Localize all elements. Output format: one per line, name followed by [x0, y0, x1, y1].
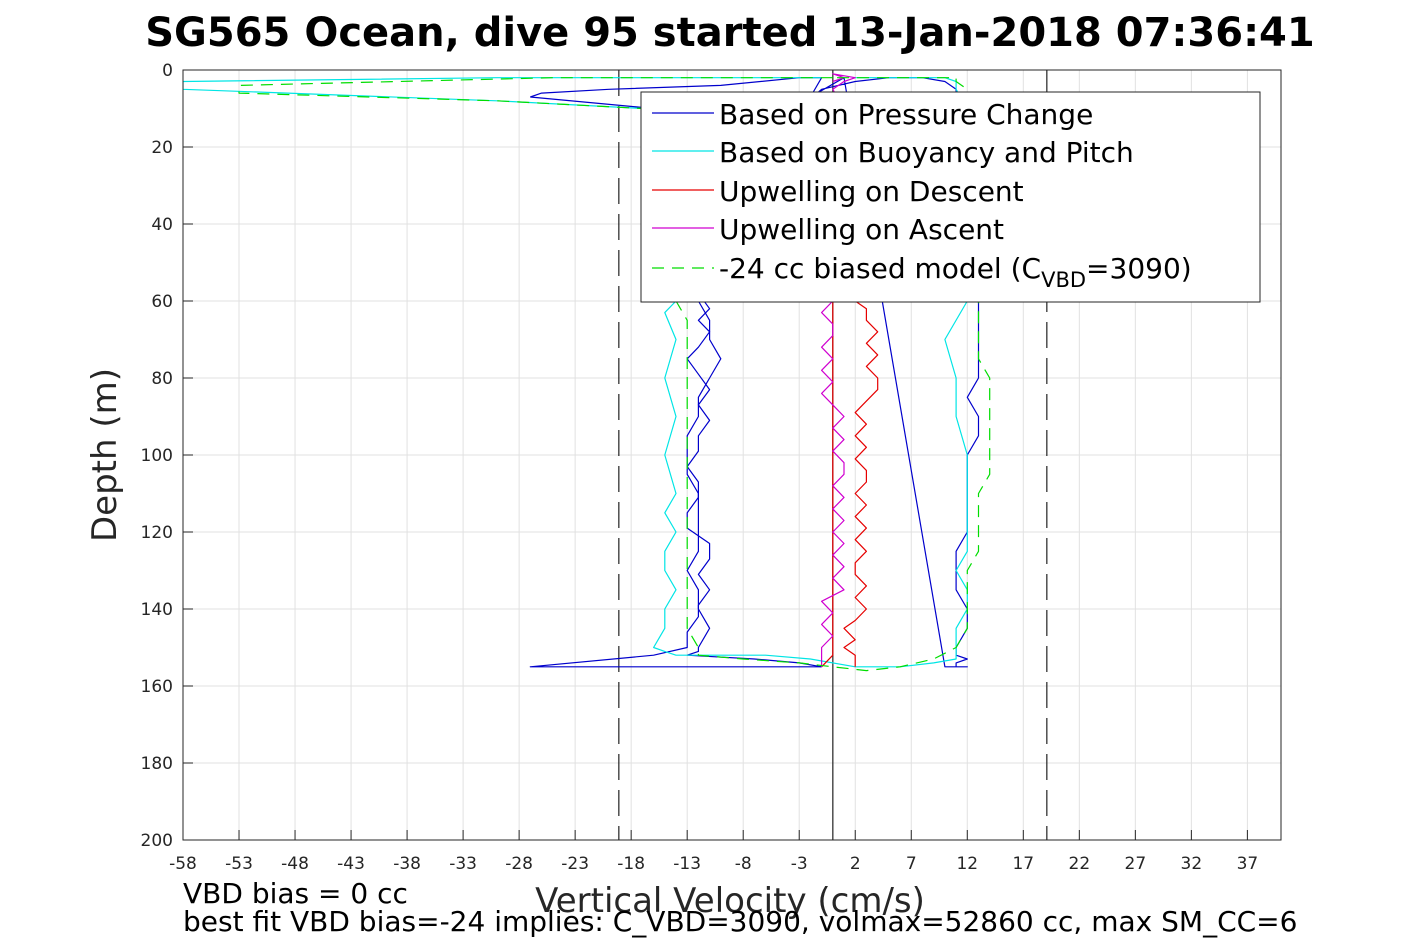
legend: Based on Pressure Change Based on Buoyan…	[640, 91, 1261, 303]
y-tick-label: 180	[141, 754, 173, 774]
y-axis-ticks: 0 20 40 60 80 100 120 140 160 180 200	[141, 61, 193, 851]
x-tick-label: -13	[673, 854, 701, 874]
x-axis-label: Vertical Velocity (cm/s)	[535, 881, 925, 921]
y-tick-label: 200	[141, 831, 173, 851]
x-tick-label: -23	[561, 854, 589, 874]
x-tick-label: -8	[735, 854, 752, 874]
x-tick-label: 22	[1069, 854, 1091, 874]
x-tick-label: -43	[337, 854, 365, 874]
x-tick-label: -28	[505, 854, 533, 874]
vbd-bias-note: VBD bias = 0 cc	[183, 877, 408, 910]
y-tick-label: 60	[151, 292, 173, 312]
y-tick-label: 120	[141, 523, 173, 543]
y-tick-label: 100	[141, 446, 173, 466]
legend-label-pressure: Based on Pressure Change	[719, 98, 1093, 131]
y-tick-label: 0	[162, 61, 173, 81]
x-tick-label: -33	[449, 854, 477, 874]
y-tick-label: 80	[151, 369, 173, 389]
x-tick-label: -58	[169, 854, 197, 874]
x-tick-label: -18	[617, 854, 645, 874]
legend-label-descent: Upwelling on Descent	[719, 175, 1024, 208]
chart-title: SG565 Ocean, dive 95 started 13-Jan-2018…	[145, 10, 1314, 56]
y-tick-label: 140	[141, 600, 173, 620]
legend-label-model: -24 cc biased model (CVBD=3090)	[719, 252, 1192, 292]
x-tick-label: 27	[1125, 854, 1147, 874]
y-tick-label: 20	[151, 138, 173, 158]
y-axis-label: Depth (m)	[85, 368, 125, 542]
x-tick-label: 7	[906, 854, 917, 874]
x-tick-label: -3	[791, 854, 808, 874]
series-line-0-descent	[530, 77, 822, 668]
series-line-2	[821, 281, 879, 668]
x-tick-label: 17	[1012, 854, 1034, 874]
x-tick-label: 12	[956, 854, 978, 874]
x-tick-label: 2	[850, 854, 861, 874]
x-tick-label: -48	[281, 854, 309, 874]
x-tick-label: 37	[1237, 854, 1259, 874]
legend-label-buoyancy: Based on Buoyancy and Pitch	[719, 136, 1134, 169]
x-axis-ticks: -58 -53 -48 -43 -38 -33 -28 -23 -18 -13 -8 -3 2 7 12 17…	[169, 830, 1258, 874]
legend-box	[640, 91, 1261, 303]
x-tick-label: -38	[393, 854, 421, 874]
y-tick-label: 160	[141, 677, 173, 697]
x-tick-label: -53	[225, 854, 253, 874]
legend-label-ascent: Upwelling on Ascent	[719, 213, 1004, 246]
best-fit-note: best fit VBD bias=-24 implies: C_VBD=309…	[183, 905, 1297, 938]
x-tick-label: 32	[1181, 854, 1203, 874]
y-tick-label: 40	[151, 215, 173, 235]
